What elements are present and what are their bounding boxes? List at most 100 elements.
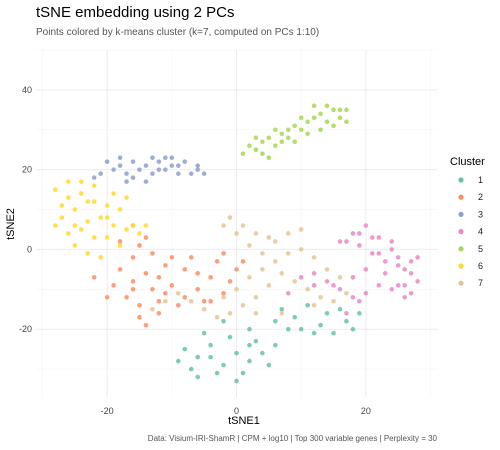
data-point — [350, 326, 356, 332]
data-point — [72, 243, 78, 248]
data-point — [221, 318, 226, 324]
data-point — [201, 330, 207, 336]
data-point — [195, 163, 200, 168]
data-point — [137, 302, 142, 308]
data-point — [266, 362, 272, 368]
data-point — [124, 179, 129, 184]
data-point — [253, 135, 259, 141]
data-point — [260, 267, 265, 272]
data-point — [337, 239, 343, 244]
data-point — [415, 279, 420, 284]
chart-caption: Data: Visium-IRI-ShamR | CPM + log10 | T… — [148, 434, 438, 443]
data-point — [240, 223, 246, 228]
data-point — [214, 370, 220, 376]
legend-label-3: 3 — [478, 209, 483, 219]
data-point — [318, 111, 323, 117]
data-point — [344, 119, 349, 125]
data-point — [124, 195, 129, 200]
data-point — [253, 231, 259, 236]
data-point — [104, 215, 110, 220]
data-point — [266, 155, 272, 160]
data-point — [234, 267, 239, 272]
x-tick-label: -20 — [101, 406, 114, 416]
data-point — [311, 115, 317, 121]
data-point — [324, 279, 330, 284]
data-point — [311, 255, 317, 260]
data-point — [214, 259, 220, 264]
data-point — [376, 283, 382, 288]
data-point — [324, 310, 330, 316]
data-point — [408, 290, 414, 296]
data-point — [279, 310, 285, 316]
data-point — [285, 326, 291, 332]
data-point — [337, 107, 343, 113]
data-point — [402, 267, 407, 272]
data-point — [163, 155, 168, 160]
data-point — [175, 171, 181, 176]
data-point — [260, 139, 265, 145]
data-point — [163, 298, 168, 304]
series-cluster-4 — [285, 223, 420, 316]
data-point — [324, 103, 330, 109]
data-point — [234, 350, 239, 356]
data-point — [66, 179, 71, 184]
data-point — [311, 302, 317, 308]
data-point — [331, 283, 336, 288]
data-point — [117, 267, 123, 272]
x-tick-label: 0 — [234, 406, 239, 416]
data-point — [305, 302, 310, 308]
data-point — [188, 171, 194, 176]
data-point — [266, 235, 272, 240]
data-point — [59, 215, 65, 220]
data-point — [357, 231, 362, 236]
data-point — [260, 350, 265, 356]
data-point — [311, 103, 317, 109]
data-point — [53, 223, 58, 228]
data-point — [253, 147, 259, 153]
data-point — [85, 251, 91, 256]
data-point — [130, 287, 136, 292]
data-point — [117, 155, 123, 160]
data-point — [253, 294, 259, 300]
data-point — [221, 251, 226, 256]
data-point — [78, 227, 84, 232]
data-point — [169, 155, 175, 160]
data-point — [85, 199, 91, 204]
data-point — [221, 362, 226, 368]
data-point — [72, 207, 78, 212]
data-point — [363, 267, 369, 272]
data-point — [260, 251, 265, 256]
data-point — [408, 259, 414, 264]
data-point — [221, 223, 226, 228]
data-point — [344, 290, 349, 296]
data-point — [240, 370, 246, 376]
data-point — [91, 199, 97, 204]
data-point — [175, 358, 181, 364]
data-point — [156, 167, 162, 172]
data-point — [104, 235, 110, 240]
data-point — [382, 259, 388, 264]
data-point — [169, 283, 175, 288]
data-point — [195, 287, 200, 292]
data-point — [234, 287, 239, 292]
series-cluster-5 — [240, 103, 349, 160]
data-point — [137, 243, 142, 248]
data-point — [104, 203, 110, 208]
data-point — [188, 298, 194, 304]
data-point — [130, 159, 136, 164]
data-point — [85, 219, 91, 224]
series-cluster-3 — [91, 155, 207, 184]
data-point — [337, 306, 343, 312]
data-points — [53, 103, 420, 384]
data-point — [195, 374, 200, 380]
legend-key-2 — [458, 194, 464, 200]
data-point — [91, 235, 97, 240]
data-point — [111, 223, 116, 228]
legend-key-1 — [458, 177, 464, 183]
data-point — [273, 239, 278, 244]
grid-lines — [36, 49, 437, 397]
data-point — [150, 287, 155, 292]
data-point — [311, 330, 317, 336]
data-point — [59, 203, 65, 208]
data-point — [91, 275, 97, 280]
